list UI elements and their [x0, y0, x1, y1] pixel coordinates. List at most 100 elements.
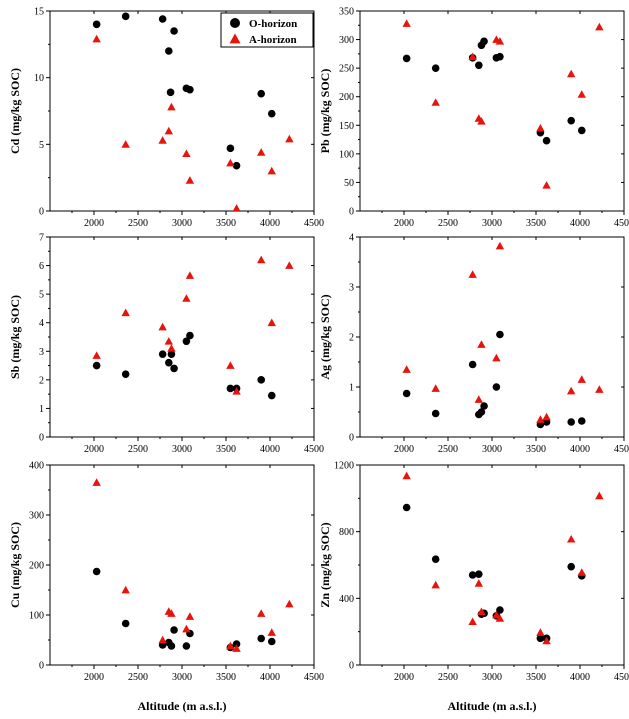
point-zn-o-horizon: [567, 562, 575, 571]
y-tick-label-pb: 50: [344, 178, 354, 189]
y-tick-label-zn: 400: [339, 594, 354, 605]
point-ag-a-horizon: [492, 353, 501, 362]
x-tick-label-pb: 3500: [526, 218, 546, 229]
point-sb-o-horizon: [121, 370, 130, 378]
point-sb-o-horizon: [92, 361, 101, 370]
point-ag-o-horizon: [477, 408, 486, 416]
x-tick-label-pb: 2000: [394, 218, 414, 229]
x-tick-label-zn: 3000: [482, 672, 502, 683]
point-cu-a-horizon: [267, 628, 276, 636]
legend: O-horizon A-horizon: [220, 12, 314, 48]
x-tick-label-ag: 4500: [614, 444, 629, 455]
point-cd-a-horizon: [257, 148, 266, 156]
x-tick-label-cd: 3500: [216, 218, 236, 229]
point-cd-o-horizon: [165, 47, 173, 55]
y-tick-label-ag: 4: [349, 233, 354, 244]
point-ag-a-horizon: [495, 241, 505, 250]
point-pb-a-horizon: [577, 90, 586, 98]
y-axis-label-ag: Ag (mg/kg SOC): [318, 294, 332, 379]
point-cu-a-horizon: [232, 644, 241, 652]
point-pb-o-horizon: [480, 37, 488, 46]
point-cd-o-horizon: [170, 27, 178, 35]
x-tick-label-zn: 3500: [526, 672, 546, 683]
point-ag-a-horizon: [577, 375, 586, 383]
point-cd-a-horizon: [285, 134, 294, 143]
point-cu-o-horizon: [257, 634, 266, 643]
point-cd-a-horizon: [226, 158, 235, 167]
point-pb-o-horizon: [496, 52, 504, 61]
y-axis-label-pb: Pb (mg/kg SOC): [318, 69, 332, 154]
point-ag-a-horizon: [567, 386, 576, 395]
point-cu-o-horizon: [92, 567, 101, 576]
x-tick-label-pb: 4000: [570, 218, 590, 229]
legend-marker-o-horizon: [230, 18, 240, 28]
y-tick-label-pb: 300: [339, 35, 354, 46]
point-sb-a-horizon: [267, 318, 276, 327]
y-tick-label-cu: 300: [29, 511, 44, 522]
point-zn-o-horizon: [468, 571, 477, 579]
y-tick-label-pb: 150: [339, 121, 354, 132]
point-cu-o-horizon: [267, 637, 276, 646]
point-sb-o-horizon: [257, 376, 266, 384]
point-cu-a-horizon: [121, 585, 130, 594]
y-tick-label-pb: 100: [339, 149, 354, 160]
x-tick-label-ag: 3000: [482, 444, 502, 455]
point-cu-a-horizon: [285, 599, 294, 608]
panel-pb: 2000 2500 3000 3500 4000 4500 0 50 100 150 200 250 3…: [318, 7, 629, 230]
y-tick-label-pb: 0: [349, 207, 354, 218]
y-tick-label-sb: 3: [39, 347, 44, 358]
x-tick-label-cd: 2000: [84, 218, 104, 229]
point-cu-o-horizon: [121, 619, 130, 628]
point-cu-a-horizon: [185, 612, 195, 620]
point-cd-o-horizon: [267, 109, 276, 118]
y-tick-label-pb: 200: [339, 92, 354, 103]
point-zn-a-horizon: [536, 628, 545, 636]
x-tick-label-cd: 4500: [304, 218, 324, 229]
point-pb-o-horizon: [577, 126, 586, 135]
point-sb-o-horizon: [186, 331, 194, 340]
point-cd-a-horizon: [92, 34, 101, 43]
y-tick-label-sb: 1: [39, 404, 44, 415]
x-tick-label-sb: 3500: [216, 444, 236, 455]
point-sb-o-horizon: [170, 364, 178, 373]
y-tick-label-cd: 10: [34, 73, 44, 84]
point-zn-a-horizon: [567, 534, 576, 543]
point-cd-a-horizon: [121, 140, 130, 148]
point-pb-a-horizon: [468, 52, 477, 61]
x-tick-label-cu: 4000: [260, 672, 280, 683]
x-tick-label-sb: 2500: [128, 444, 148, 455]
x-tick-label-sb: 2000: [84, 444, 104, 455]
point-ag-a-horizon: [477, 340, 486, 348]
point-ag-o-horizon: [492, 383, 501, 391]
y-tick-label-cd: 5: [39, 140, 44, 151]
point-cd-o-horizon: [92, 20, 101, 29]
point-zn-a-horizon: [402, 471, 411, 480]
point-pb-a-horizon: [595, 22, 604, 31]
point-pb-a-horizon: [536, 123, 545, 132]
point-sb-a-horizon: [226, 361, 235, 369]
point-pb-a-horizon: [542, 181, 551, 189]
point-cu-a-horizon: [158, 635, 167, 644]
point-ag-a-horizon: [468, 270, 477, 278]
point-ag-a-horizon: [595, 385, 604, 393]
x-tick-label-cu: 2500: [128, 672, 148, 683]
x-axis-label-cu: Altitude (m a.s.l.): [138, 699, 227, 713]
point-pb-a-horizon: [567, 69, 576, 78]
point-ag-o-horizon: [468, 360, 477, 369]
point-ag-a-horizon: [431, 384, 440, 392]
point-zn-a-horizon: [595, 491, 604, 500]
point-zn-a-horizon: [468, 617, 477, 626]
point-cu-a-horizon: [182, 624, 191, 633]
point-ag-o-horizon: [567, 418, 575, 426]
y-tick-label-ag: 2: [349, 333, 354, 344]
point-sb-o-horizon: [165, 358, 173, 367]
panel-cd: 2000 2500 3000 3500 4000 4500 0 5 10 15 Cd (mg/kg …: [8, 7, 324, 230]
point-ag-a-horizon: [402, 365, 411, 373]
point-pb-o-horizon: [475, 61, 483, 70]
y-tick-label-zn: 1200: [334, 461, 354, 472]
point-cu-a-horizon: [92, 478, 101, 486]
y-tick-label-cu: 200: [29, 561, 44, 572]
point-pb-o-horizon: [431, 64, 440, 72]
point-pb-o-horizon: [402, 54, 411, 63]
y-tick-label-pb: 350: [339, 7, 354, 18]
